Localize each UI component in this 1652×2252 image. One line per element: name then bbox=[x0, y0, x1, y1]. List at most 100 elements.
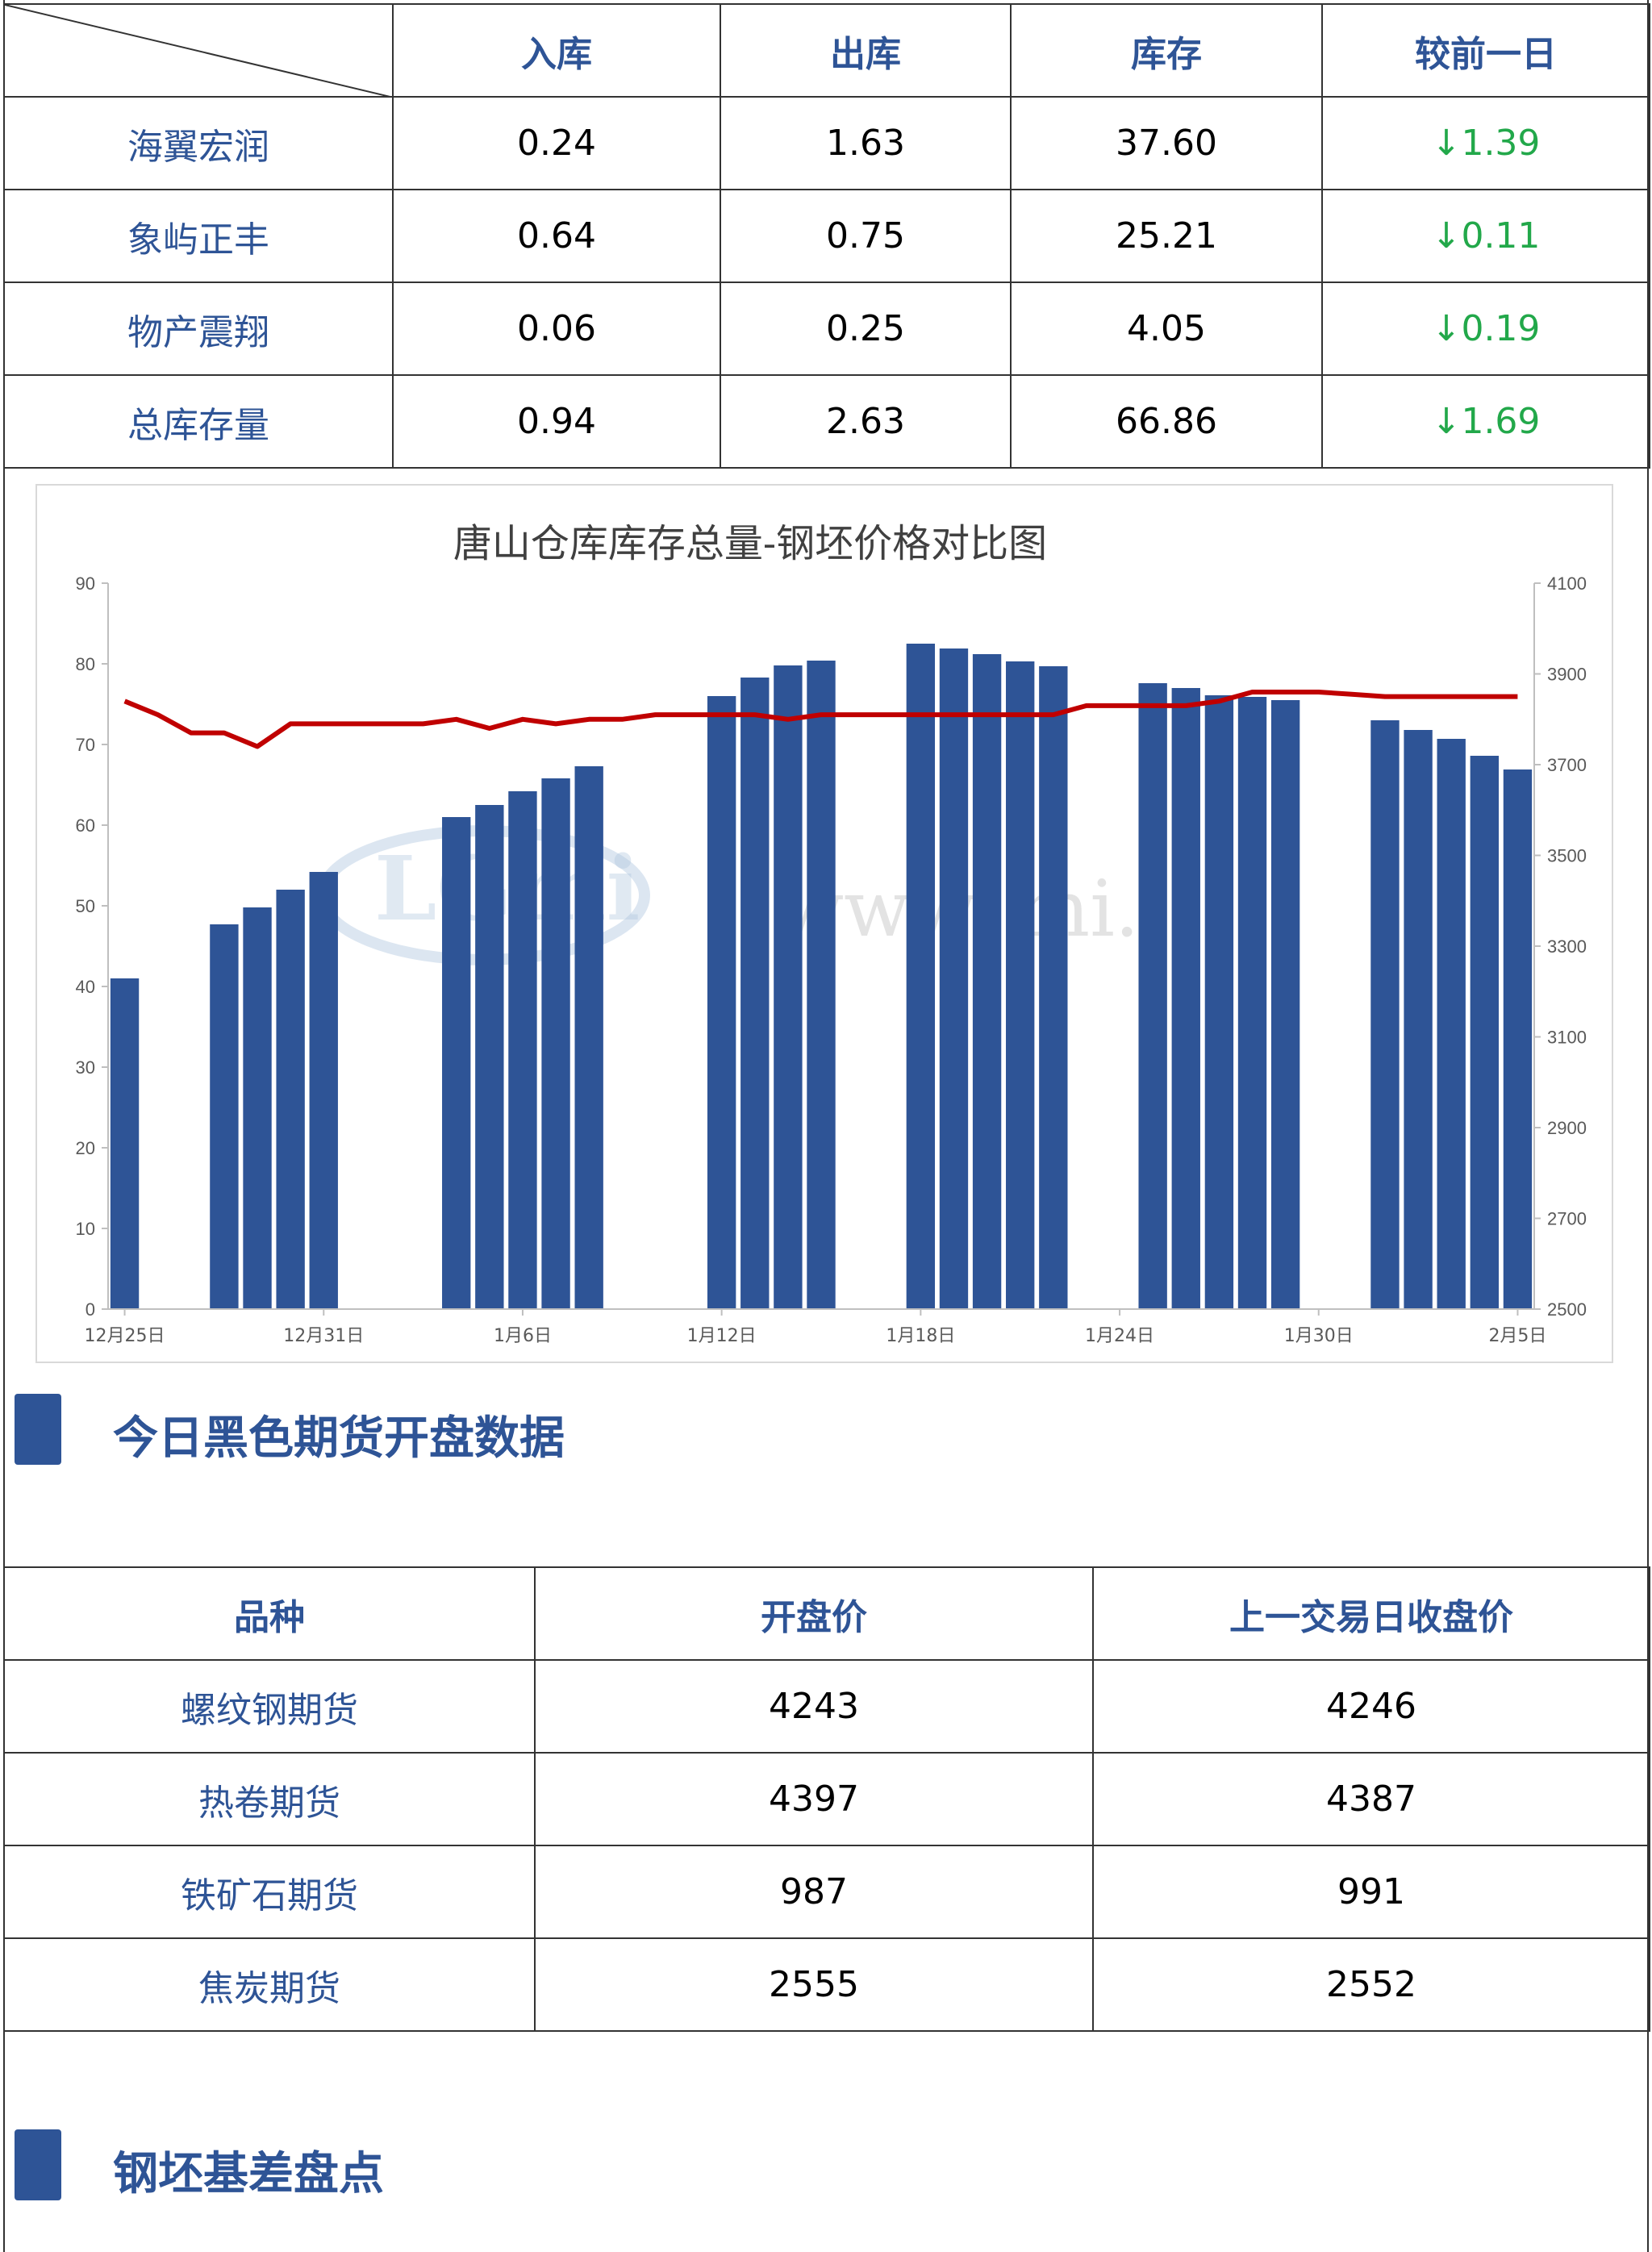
inventory-bar bbox=[475, 805, 504, 1309]
cell-in: 0.06 bbox=[392, 282, 721, 376]
table-row: 螺纹钢期货 4243 4246 bbox=[3, 1659, 1650, 1754]
section-title: 钢坯基差盘点 bbox=[113, 2148, 384, 2200]
section-marker bbox=[15, 1394, 61, 1465]
x-tick-label: 1月12日 bbox=[687, 1326, 757, 1346]
inventory-bar bbox=[1470, 756, 1500, 1309]
cell-out: 0.75 bbox=[720, 189, 1012, 283]
x-tick-label: 2月5日 bbox=[1488, 1326, 1546, 1346]
cell-change: ↓1.39 bbox=[1321, 96, 1650, 190]
inventory-bar bbox=[1270, 700, 1300, 1309]
inventory-bar bbox=[707, 696, 736, 1309]
cell-open: 2555 bbox=[534, 1937, 1094, 2032]
cell-in: 0.24 bbox=[392, 96, 721, 190]
cell-prev: 2552 bbox=[1092, 1937, 1650, 2032]
table-row: 物产震翔 0.06 0.25 4.05 ↓0.19 bbox=[3, 282, 1650, 376]
cell-prev: 4387 bbox=[1092, 1752, 1650, 1846]
cell-out: 1.63 bbox=[720, 96, 1012, 190]
inventory-bar bbox=[774, 665, 803, 1309]
cell-in: 0.64 bbox=[392, 189, 721, 283]
left-tick-label: 50 bbox=[76, 896, 95, 916]
header-prev-close: 上一交易日收盘价 bbox=[1092, 1566, 1650, 1661]
inventory-bar bbox=[110, 978, 140, 1309]
table-row: 总库存量 0.94 2.63 66.86 ↓1.69 bbox=[3, 374, 1650, 469]
left-tick-label: 40 bbox=[76, 977, 95, 997]
inventory-bar bbox=[939, 648, 969, 1309]
left-tick-label: 80 bbox=[76, 654, 95, 674]
row-name: 象屿正丰 bbox=[3, 189, 394, 283]
cell-stock: 4.05 bbox=[1010, 282, 1323, 376]
row-name: 焦炭期货 bbox=[3, 1937, 536, 2032]
header-in: 入库 bbox=[392, 3, 721, 98]
x-tick-label: 1月18日 bbox=[886, 1326, 955, 1346]
header-change: 较前一日 bbox=[1321, 3, 1650, 98]
cell-open: 987 bbox=[534, 1845, 1094, 1939]
left-tick-label: 70 bbox=[76, 735, 95, 755]
inventory-price-chart: LGmi www. mi. 01020304050607080902500270… bbox=[76, 521, 1587, 1346]
left-tick-label: 60 bbox=[76, 815, 95, 836]
table-header-row: 入库 出库 库存 较前一日 bbox=[3, 3, 1650, 98]
cell-out: 0.25 bbox=[720, 282, 1012, 376]
inventory-bar bbox=[1437, 739, 1466, 1309]
table-header-row: 品种 开盘价 上一交易日收盘价 bbox=[3, 1566, 1650, 1661]
cell-in: 0.94 bbox=[392, 374, 721, 469]
right-tick-label: 3100 bbox=[1547, 1028, 1587, 1048]
x-tick-label: 12月25日 bbox=[85, 1326, 165, 1346]
inventory-bar bbox=[442, 817, 471, 1309]
left-tick-label: 10 bbox=[76, 1219, 95, 1239]
inventory-bar bbox=[1171, 688, 1200, 1309]
warehouse-inventory-table: 入库 出库 库存 较前一日 海翼宏润 0.24 1.63 37.60 ↓1.39… bbox=[3, 3, 1650, 469]
cell-stock: 25.21 bbox=[1010, 189, 1323, 283]
diagonal-header-cell bbox=[3, 3, 394, 98]
inventory-bar bbox=[1237, 697, 1267, 1309]
inventory-bar bbox=[243, 907, 272, 1309]
row-name: 铁矿石期货 bbox=[3, 1845, 536, 1939]
x-tick-label: 1月30日 bbox=[1284, 1326, 1354, 1346]
row-name: 总库存量 bbox=[3, 374, 394, 469]
cell-change: ↓0.19 bbox=[1321, 282, 1650, 376]
inventory-bar bbox=[508, 791, 537, 1309]
inventory-bar bbox=[906, 644, 936, 1309]
header-stock: 库存 bbox=[1010, 3, 1323, 98]
left-tick-label: 90 bbox=[76, 573, 95, 594]
right-tick-label: 4100 bbox=[1547, 573, 1587, 594]
inventory-bar bbox=[1204, 695, 1234, 1309]
right-tick-label: 3300 bbox=[1547, 936, 1587, 957]
inventory-bar bbox=[1039, 666, 1068, 1309]
cell-stock: 37.60 bbox=[1010, 96, 1323, 190]
inventory-bar bbox=[541, 778, 570, 1309]
inventory-bar bbox=[210, 924, 239, 1309]
price-line bbox=[123, 690, 1518, 749]
page-frame bbox=[3, 0, 1649, 2252]
inventory-bar bbox=[574, 766, 603, 1309]
diagonal-line bbox=[5, 5, 394, 98]
table-row: 海翼宏润 0.24 1.63 37.60 ↓1.39 bbox=[3, 96, 1650, 190]
left-tick-label: 0 bbox=[86, 1299, 95, 1320]
cell-prev: 991 bbox=[1092, 1845, 1650, 1939]
table-row: 热卷期货 4397 4387 bbox=[3, 1752, 1650, 1846]
inventory-bar bbox=[276, 890, 305, 1309]
row-name: 物产震翔 bbox=[3, 282, 394, 376]
right-tick-label: 2500 bbox=[1547, 1299, 1587, 1320]
table-row: 象屿正丰 0.64 0.75 25.21 ↓0.11 bbox=[3, 189, 1650, 283]
inventory-bar bbox=[309, 872, 338, 1309]
cell-change: ↓0.11 bbox=[1321, 189, 1650, 283]
row-name: 螺纹钢期货 bbox=[3, 1659, 536, 1754]
x-tick-label: 1月6日 bbox=[494, 1326, 552, 1346]
cell-out: 2.63 bbox=[720, 374, 1012, 469]
table-row: 焦炭期货 2555 2552 bbox=[3, 1937, 1650, 2032]
row-name: 海翼宏润 bbox=[3, 96, 394, 190]
section-title: 今日黑色期货开盘数据 bbox=[113, 1412, 565, 1465]
cell-prev: 4246 bbox=[1092, 1659, 1650, 1754]
inventory-bar bbox=[740, 678, 770, 1309]
table-row: 铁矿石期货 987 991 bbox=[3, 1845, 1650, 1939]
header-out: 出库 bbox=[720, 3, 1012, 98]
inventory-bar bbox=[1370, 720, 1400, 1309]
inventory-bar bbox=[1404, 730, 1433, 1309]
inventory-bar bbox=[1006, 661, 1035, 1309]
header-variety: 品种 bbox=[3, 1566, 536, 1661]
header-open: 开盘价 bbox=[534, 1566, 1094, 1661]
inventory-bar bbox=[1138, 683, 1167, 1309]
right-tick-label: 3900 bbox=[1547, 665, 1587, 685]
right-tick-label: 3700 bbox=[1547, 755, 1587, 775]
cell-stock: 66.86 bbox=[1010, 374, 1323, 469]
